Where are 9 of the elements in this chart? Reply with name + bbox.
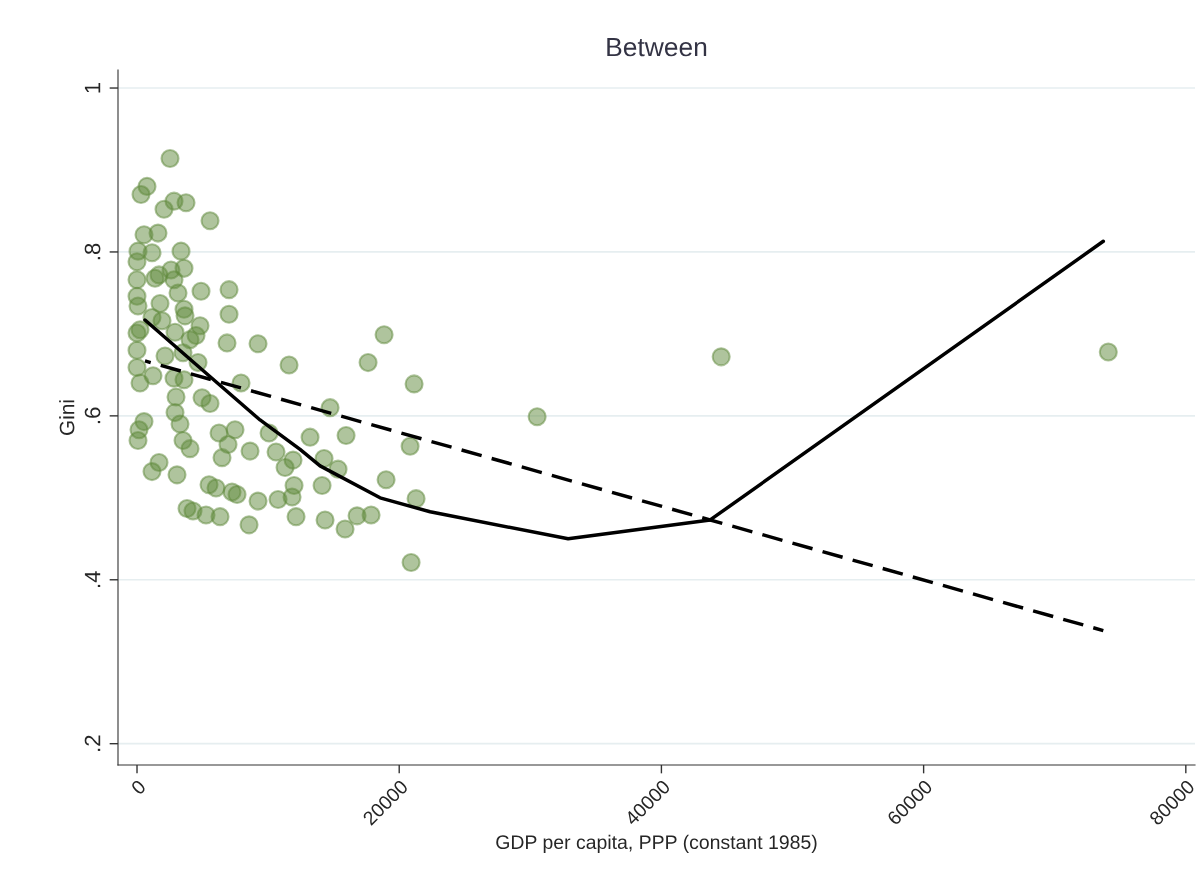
y-axis-title: Gini — [59, 400, 75, 435]
x-axis-title: GDP per capita, PPP (constant 1985) — [496, 834, 817, 853]
x-tick-label: 0 — [130, 779, 147, 796]
y-tick-label: .4 — [84, 571, 101, 588]
y-tick-label: .8 — [84, 243, 101, 260]
y-tick-label: 1 — [84, 82, 101, 93]
y-tick-label: .2 — [84, 735, 101, 751]
y-tick-label: .6 — [84, 407, 101, 424]
chart-title: Between — [607, 37, 707, 57]
